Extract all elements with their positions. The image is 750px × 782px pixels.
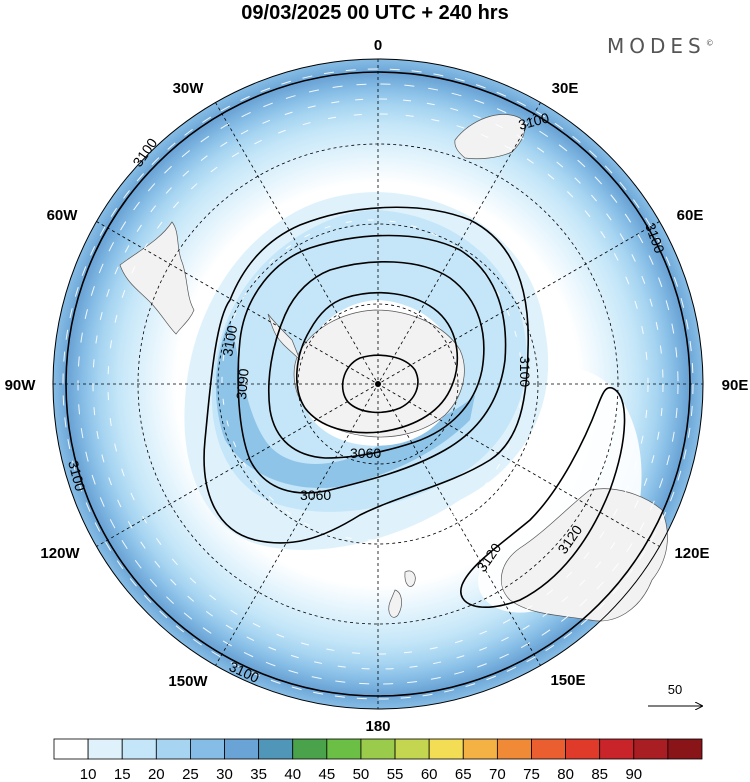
colorbar: 10 15 20 25 30 35 40 45 50 55 60 65 70 75 80 85 90 — [53, 738, 703, 782]
lon-label-120e: 120E — [674, 545, 709, 562]
colorbar-tick-label: 25 — [182, 766, 199, 782]
colorbar-tick-label: 55 — [387, 766, 404, 782]
colorbar-tick-label: 10 — [80, 766, 97, 782]
colorbar-swatch — [394, 738, 430, 760]
contour-3100-inner — [203, 206, 530, 544]
lon-label-180: 180 — [365, 718, 390, 735]
colorbar-swatch — [667, 738, 703, 760]
colorbar-tick-label: 40 — [284, 766, 301, 782]
colorbar-swatch — [565, 738, 601, 760]
lon-label-150e: 150E — [550, 672, 585, 689]
lon-label-150w: 150W — [168, 673, 208, 690]
new-zealand-south — [388, 589, 402, 618]
colorbar-tick-label: 75 — [523, 766, 540, 782]
contour-3030 — [341, 354, 419, 414]
colorbar-tick-label: 45 — [318, 766, 335, 782]
contour-3120 — [460, 386, 626, 608]
colorbar-swatch — [53, 738, 89, 760]
reference-vector-label: 50 — [668, 682, 682, 697]
colorbar-tick-label: 90 — [625, 766, 642, 782]
new-zealand-north — [404, 570, 416, 587]
contour-label: 3100 — [517, 356, 533, 387]
lon-label-90w: 90W — [5, 377, 37, 394]
wind-vector-ring — [77, 83, 679, 685]
south-america — [119, 221, 195, 335]
colorbar-tick-label: 80 — [557, 766, 574, 782]
land-masses — [119, 114, 668, 622]
colorbar-swatch — [633, 738, 669, 760]
brand-mark: © — [705, 38, 714, 48]
contour-label: 3100 — [65, 459, 89, 493]
contour-label: 3060 — [350, 445, 381, 461]
wind-vector-ring — [92, 98, 664, 670]
wind-vectors — [62, 68, 694, 700]
map-title: 09/03/2025 00 UTC + 240 hrs — [241, 2, 509, 24]
map-frame — [52, 58, 704, 710]
reference-vector: 50 — [648, 682, 702, 706]
colorbar-tick-label: 20 — [148, 766, 165, 782]
colorbar-swatch — [190, 738, 225, 760]
colorbar-tick-label: 70 — [489, 766, 506, 782]
colorbar-swatch — [428, 738, 464, 760]
lon-label-90e: 90E — [722, 377, 749, 394]
height-contours — [65, 71, 691, 697]
inner-jet-shading-max — [215, 320, 475, 488]
contour-3060-outer — [267, 261, 485, 459]
brand-name: MODES — [607, 34, 706, 58]
colorbar-swatch — [326, 738, 362, 760]
wind-vector-ring — [107, 113, 649, 655]
colorbar-tick-label: 60 — [421, 766, 438, 782]
colorbar-swatch — [155, 738, 191, 760]
colorbar-tick-label: 65 — [455, 766, 472, 782]
colorbar-swatch — [121, 738, 157, 760]
antarctic-peninsula — [267, 313, 301, 361]
colorbar-tick-label: 35 — [250, 766, 267, 782]
colorbar-swatch — [462, 738, 498, 760]
colorbar-tick-label: 50 — [353, 766, 370, 782]
south-pole-marker — [375, 381, 381, 387]
contour-3090 — [237, 234, 507, 494]
brand-logo: MODES© — [607, 34, 714, 58]
colorbar-swatch — [496, 738, 532, 760]
latitude-circle — [217, 223, 539, 545]
longitude-labels: 0 30E 60E 90E 120E 150E 180 150W 120W 90… — [5, 37, 749, 735]
lon-label-30e: 30E — [552, 80, 579, 97]
colorbar-swatch — [531, 738, 566, 760]
lon-label-120w: 120W — [40, 545, 80, 562]
colorbar-swatch — [87, 738, 123, 760]
colorbar-tick-label: 30 — [216, 766, 233, 782]
colorbar-tick-label: 85 — [591, 766, 608, 782]
contour-label: 3100 — [517, 109, 551, 133]
colorbar-tick-label: 15 — [114, 766, 131, 782]
wind-vector-ring — [221, 219, 523, 541]
contour-label: 3090 — [233, 368, 252, 401]
lon-label-30w: 30W — [173, 80, 205, 97]
colorbar-swatch — [599, 738, 635, 760]
contour-3100-outer — [65, 71, 691, 697]
contour-label: 3100 — [219, 324, 240, 358]
contour-3060-mid — [296, 291, 459, 434]
lon-label-60w: 60W — [47, 207, 79, 224]
lon-label-60e: 60E — [677, 207, 704, 224]
contour-label: 3060 — [300, 487, 331, 503]
lon-label-0: 0 — [374, 37, 382, 54]
australia — [501, 488, 668, 622]
colorbar-swatch — [360, 738, 396, 760]
colorbar-swatch — [258, 738, 294, 760]
africa — [454, 114, 525, 160]
colorbar-swatch — [224, 738, 260, 760]
colorbar-swatch — [292, 738, 328, 760]
wind-vector-ring — [62, 68, 694, 700]
